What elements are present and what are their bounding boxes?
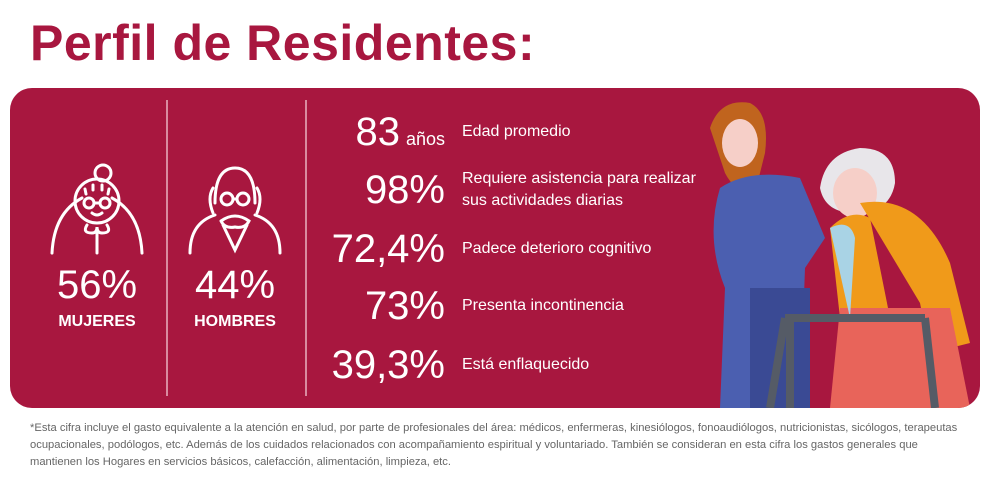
stat-row: 83 años Edad promedio [310,107,710,157]
divider [305,100,307,396]
footnote: *Esta cifra incluye el gasto equivalente… [30,422,958,468]
grandfather-icon [188,166,282,255]
stat-row: 73% Presenta incontinencia [310,281,710,331]
divider [166,100,168,396]
grandmother-icon [50,163,144,255]
stat-unit: años [405,129,445,149]
men-percent: 44% [194,263,276,307]
men-label: HOMBRES [194,313,276,330]
women-percent: 56% [56,263,138,307]
stat-row: 72,4% Padece deterioro cognitivo [310,224,710,274]
caregiver-illustration [710,102,970,408]
page-title: Perfil de Residentes: [30,15,536,71]
residents-panel: 56% MUJERES 44% HOMBRES 83 años Edad prom… [10,88,980,408]
stat-row: 98% Requiere asistencia para realizar su… [310,165,710,215]
stat-label: Está enflaquecido [462,356,590,373]
stat-row: 39,3% Está enflaquecido [310,340,710,390]
stat-value: 72,4% [331,227,445,271]
stat-label: Edad promedio [462,123,571,140]
stat-value: 98% [364,168,445,212]
stat-label: Presenta incontinencia [462,297,624,314]
stat-label: Requiere asistencia para realizar sus ac… [462,170,696,209]
stat-value: 39,3% [331,343,445,387]
stat-value: 83 años [355,110,445,154]
stat-value: 73% [364,284,445,328]
women-label: MUJERES [58,313,136,330]
stat-label: Padece deterioro cognitivo [462,240,652,257]
